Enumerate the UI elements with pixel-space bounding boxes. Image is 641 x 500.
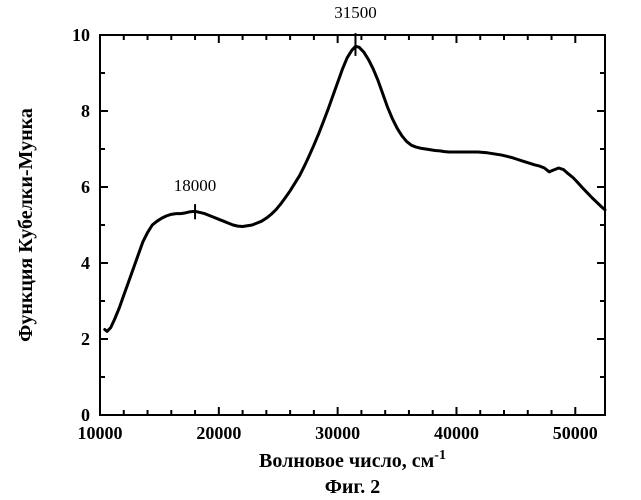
figure-caption: Фиг. 2: [325, 476, 381, 498]
x-tick-label: 20000: [196, 423, 241, 443]
y-tick-label: 8: [81, 101, 90, 121]
y-axis-label: Функция Кубелки-Мунка: [15, 108, 37, 342]
y-tick-label: 6: [81, 177, 90, 197]
y-tick-label: 10: [72, 25, 90, 45]
peak-label: 18000: [174, 176, 217, 195]
x-tick-label: 40000: [434, 423, 479, 443]
spectrum-chart: 10000 20000 30000 40000 50000 0 2 4 6 8 10 18000 31…: [0, 0, 641, 500]
y-tick-label: 0: [81, 405, 90, 425]
x-tick-label: 30000: [315, 423, 360, 443]
x-axis-label: Волновое число, см-1: [259, 448, 446, 472]
x-tick-label: 50000: [553, 423, 598, 443]
peak-label: 31500: [334, 3, 377, 22]
y-tick-label: 2: [81, 329, 90, 349]
x-tick-label: 10000: [78, 423, 123, 443]
y-tick-label: 4: [81, 253, 90, 273]
